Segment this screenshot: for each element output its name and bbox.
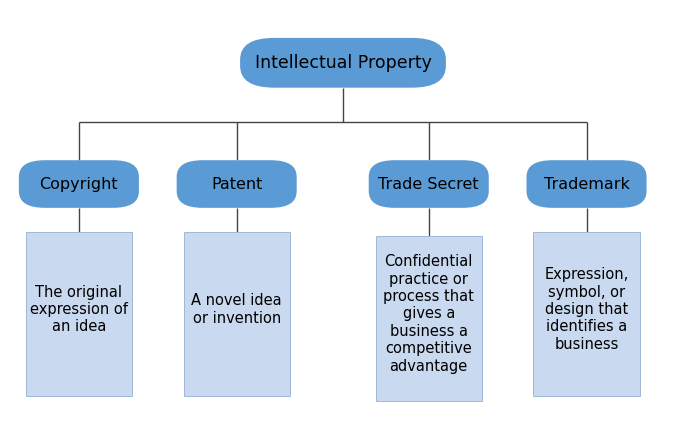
Text: Trademark: Trademark — [543, 177, 630, 191]
Text: Copyright: Copyright — [40, 177, 118, 191]
Text: Expression,
symbol, or
design that
identifies a
business: Expression, symbol, or design that ident… — [545, 267, 628, 352]
FancyBboxPatch shape — [534, 232, 640, 396]
Text: Intellectual Property: Intellectual Property — [255, 54, 431, 72]
FancyBboxPatch shape — [176, 160, 296, 208]
FancyBboxPatch shape — [183, 232, 289, 396]
FancyBboxPatch shape — [19, 160, 139, 208]
FancyBboxPatch shape — [369, 160, 488, 208]
FancyBboxPatch shape — [26, 232, 132, 396]
Text: A novel idea
or invention: A novel idea or invention — [191, 294, 282, 326]
Text: Confidential
practice or
process that
gives a
business a
competitive
advantage: Confidential practice or process that gi… — [383, 254, 474, 374]
Text: The original
expression of
an idea: The original expression of an idea — [30, 284, 128, 335]
FancyBboxPatch shape — [527, 160, 646, 208]
Text: Patent: Patent — [211, 177, 262, 191]
FancyBboxPatch shape — [240, 38, 446, 87]
FancyBboxPatch shape — [376, 236, 482, 401]
Text: Trade Secret: Trade Secret — [379, 177, 479, 191]
